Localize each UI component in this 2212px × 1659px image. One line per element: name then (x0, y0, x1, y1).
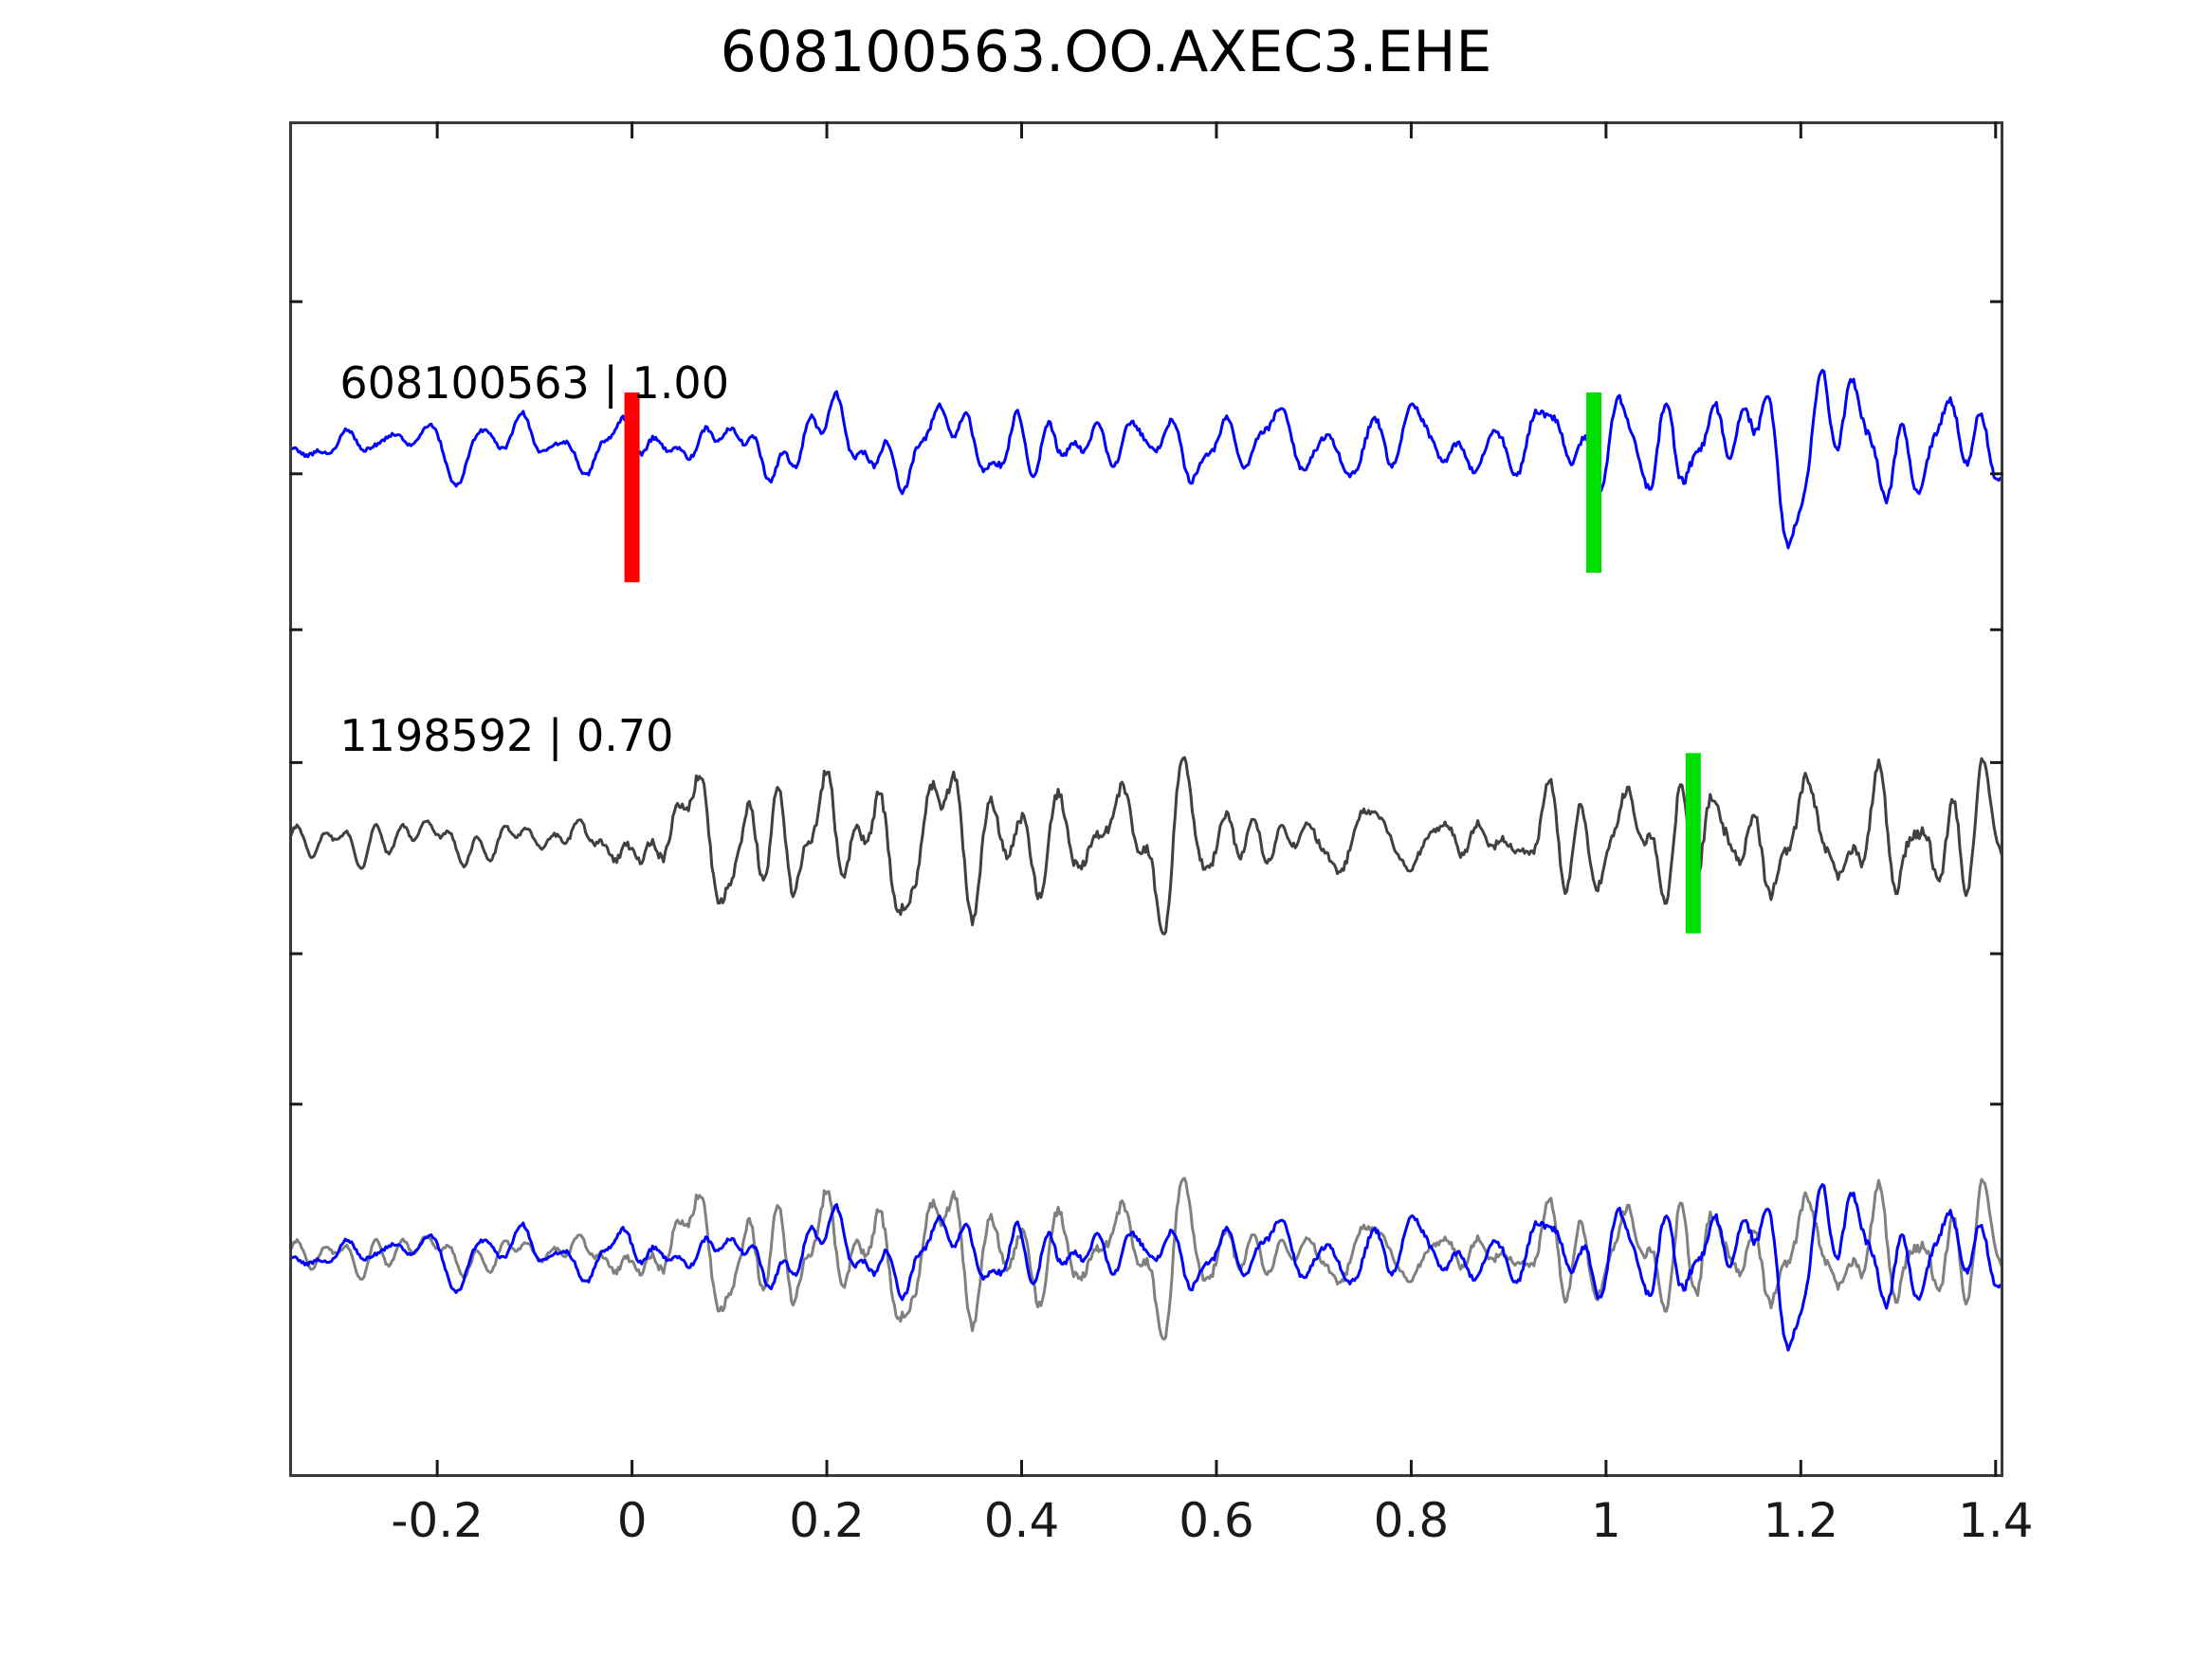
trace-label-template: 608100563 | 1.00 (339, 356, 729, 409)
x-tick-label-4: 0.6 (1179, 1493, 1254, 1548)
axes-frame-rect (289, 121, 2003, 1477)
x-tick-label-2: 0.2 (789, 1493, 865, 1548)
x-tick-label-1: 0 (616, 1493, 648, 1548)
x-tick-label-8: 1.4 (1958, 1493, 2034, 1548)
traces-group (289, 369, 2003, 1352)
trace-label-detection: 1198592 | 0.70 (339, 709, 674, 761)
x-tick-label-3: 0.4 (983, 1493, 1060, 1548)
x-axis-tick-labels: -0.2 0 0.2 0.4 0.6 0.8 1 1.2 1.4 (0, 1493, 2212, 1559)
pick-markers-group (624, 392, 1701, 934)
x-tick-label-5: 0.8 (1373, 1493, 1450, 1548)
template-pick-red (624, 392, 640, 583)
page-title: 608100563.OO.AXEC3.EHE (720, 19, 1492, 85)
waveform-overlay-template (289, 1183, 2003, 1352)
detection-pick-green (1685, 753, 1701, 934)
axis-ticks (289, 121, 2003, 1477)
x-tick-label-6: 1 (1590, 1493, 1621, 1548)
plot-axes: 608100563 | 1.00 1198592 | 0.70 (289, 121, 2003, 1477)
template-pick-green (1586, 392, 1602, 574)
waveform-canvas (289, 121, 2003, 1477)
x-tick-label-0: -0.2 (391, 1493, 484, 1548)
waveform-template (289, 369, 2003, 550)
axes-frame (289, 121, 2003, 1477)
x-tick-label-7: 1.2 (1763, 1493, 1839, 1548)
waveform-detection (289, 756, 2003, 936)
